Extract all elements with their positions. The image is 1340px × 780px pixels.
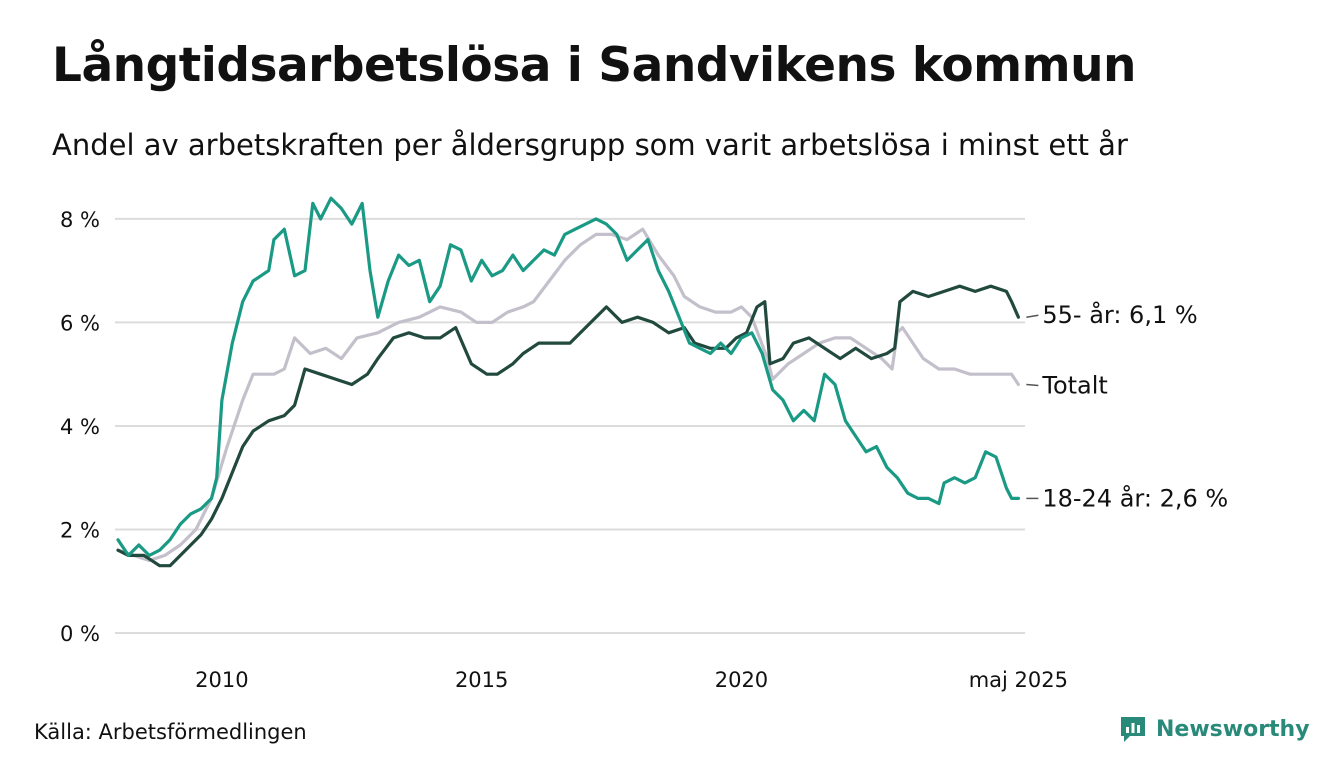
chart-title: Långtidsarbetslösa i Sandvikens kommun	[52, 38, 1137, 93]
x-tick-label: 2020	[715, 668, 768, 692]
brand-name: Newsworthy	[1156, 716, 1310, 742]
end-label-connector	[1026, 314, 1039, 318]
x-tick-label: 2015	[455, 668, 508, 692]
y-tick-label: 4 %	[60, 415, 100, 439]
y-tick-label: 6 %	[60, 311, 100, 335]
series-lines	[116, 196, 1020, 568]
x-tick-label: 2010	[195, 668, 248, 692]
series-line-0	[116, 227, 1020, 563]
end-label: Totalt	[1041, 372, 1107, 400]
brand-logo[interactable]: Newsworthy	[1118, 714, 1310, 744]
y-tick-label: 0 %	[60, 622, 100, 646]
x-tick-label: maj 2025	[969, 668, 1068, 692]
source-note: Källa: Arbetsförmedlingen	[34, 720, 307, 744]
end-label-connector	[1026, 383, 1039, 387]
y-tick-label: 8 %	[60, 208, 100, 232]
bar-chart-logo-icon	[1121, 717, 1145, 742]
end-label: 55- år: 6,1 %	[1042, 300, 1197, 329]
x-axis-ticks: 2010 2015 2020 maj 2025	[195, 668, 1068, 692]
end-label: 18-24 år: 2,6 %	[1042, 483, 1228, 512]
end-labels: Totalt 55- år: 6,1 % 18-24 år: 2,6 %	[1026, 300, 1228, 512]
chart-subtitle: Andel av arbetskraften per åldersgrupp s…	[52, 128, 1128, 162]
y-axis-ticks: 0 % 2 % 4 % 6 % 8 %	[60, 208, 100, 646]
y-tick-label: 2 %	[60, 518, 100, 542]
series-line-2	[116, 196, 1020, 557]
gridlines	[115, 217, 1025, 634]
series-line-1	[116, 284, 1020, 568]
